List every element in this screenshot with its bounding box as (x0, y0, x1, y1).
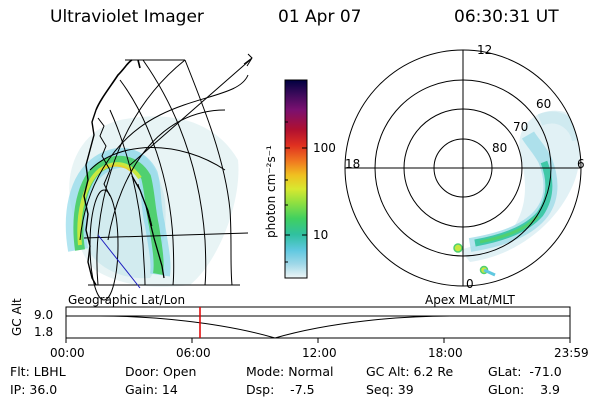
apex-map-label: Apex MLat/MLT (425, 293, 515, 307)
seq-value: Seq: 39 (366, 382, 414, 397)
geographic-map-label: Geographic Lat/Lon (68, 293, 186, 307)
timeline-tick: 12:00 (302, 346, 337, 360)
time-label: 06:30:31 UT (454, 7, 559, 27)
gain-value: Gain: 14 (125, 382, 178, 397)
polar-map (344, 49, 582, 287)
gc-alt-value: GC Alt: 6.2 Re (366, 364, 454, 379)
color-bar (284, 79, 308, 279)
timeline-axis-label: GC Alt (10, 298, 24, 336)
timeline-tick: 00:00 (50, 346, 85, 360)
mlt-18-label: 18 (345, 157, 361, 171)
mlt-12-label: 12 (477, 43, 493, 57)
ip-value: IP: 36.0 (10, 382, 58, 397)
glat-value: GLat: -71.0 (488, 364, 562, 379)
filter-value: Flt: LBHL (10, 364, 66, 379)
mlt-0-label: 0 (466, 277, 474, 291)
timeline-tick: 06:00 (176, 346, 211, 360)
geographic-map (65, 53, 253, 301)
mlat-80-label: 80 (492, 141, 508, 155)
door-status: Door: Open (125, 364, 197, 379)
mlat-60-label: 60 (536, 97, 552, 111)
date-label: 01 Apr 07 (278, 7, 362, 27)
mode-value: Mode: Normal (246, 364, 334, 379)
timeline-tick: 18:00 (428, 346, 463, 360)
timeline-y-top: 9.0 (34, 308, 54, 322)
orbit-timeline (65, 306, 571, 343)
glon-value: GLon: 3.9 (488, 382, 560, 397)
timeline-y-bottom: 1.8 (34, 325, 54, 339)
mlat-70-label: 70 (513, 120, 529, 134)
instrument-title: Ultraviolet Imager (50, 7, 204, 27)
mlt-6-label: 6 (577, 157, 585, 171)
colorbar-tick-10: 10 (313, 228, 329, 242)
timeline-tick: 23:59 (554, 346, 589, 360)
colorbar-unit-label: photon cm⁻²s⁻¹ (264, 145, 278, 238)
dsp-value: Dsp: -7.5 (246, 382, 315, 397)
colorbar-tick-100: 100 (313, 141, 336, 155)
